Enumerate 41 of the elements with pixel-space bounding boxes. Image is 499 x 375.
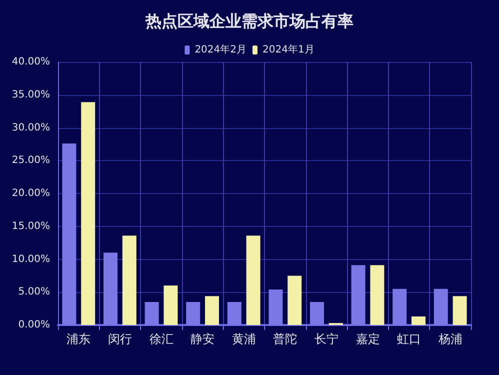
bar (268, 289, 283, 325)
legend-label: 2024年2月 (194, 44, 246, 56)
bar (288, 276, 302, 325)
x-tick-label: 普陀 (273, 332, 298, 346)
y-tick-label: 15.00% (12, 220, 50, 232)
bar (164, 286, 178, 325)
bar (452, 296, 467, 325)
bar (310, 302, 324, 325)
bar (351, 265, 366, 325)
bar (122, 236, 136, 325)
bar (227, 302, 242, 325)
y-tick-label: 5.00% (18, 286, 50, 298)
y-tick-label: 10.00% (12, 254, 50, 265)
y-tick-label: 35.00% (12, 89, 50, 100)
legend-label: 2024年1月 (262, 44, 314, 56)
x-tick-label: 黄浦 (232, 332, 256, 346)
bar (186, 302, 200, 325)
bar (392, 288, 407, 325)
y-tick-label: 0.00% (18, 320, 50, 330)
bar (104, 252, 118, 325)
bar (62, 144, 76, 325)
y-tick-label: 25.00% (12, 155, 50, 166)
x-tick-label: 嘉定 (356, 332, 380, 346)
bar (81, 102, 96, 325)
x-tick-label: 杨浦 (437, 332, 462, 346)
bar (412, 316, 426, 325)
y-tick-label: 30.00% (12, 122, 50, 134)
y-tick-label: 40.00% (12, 56, 50, 68)
x-tick-label: 虹口 (397, 332, 422, 346)
bar (205, 296, 219, 325)
bar (370, 265, 384, 325)
bar (246, 236, 260, 325)
y-tick-label: 20.00% (12, 188, 50, 199)
bar (144, 302, 159, 325)
x-tick-label: 长宁 (314, 332, 338, 346)
x-tick-label: 静安 (190, 332, 215, 346)
x-tick-label: 闵行 (108, 332, 132, 346)
chart-title: 热点区域企业需求市场占有率 (144, 12, 354, 30)
bar (434, 288, 448, 325)
x-tick-label: 徐汇 (149, 332, 174, 346)
x-tick-label: 浦东 (66, 332, 91, 346)
